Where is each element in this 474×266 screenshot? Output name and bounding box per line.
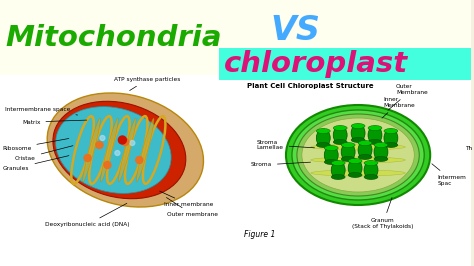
Ellipse shape xyxy=(324,146,338,164)
Ellipse shape xyxy=(137,118,154,182)
Ellipse shape xyxy=(348,159,362,164)
Ellipse shape xyxy=(82,118,100,182)
Ellipse shape xyxy=(333,126,347,144)
Ellipse shape xyxy=(374,143,388,161)
Text: Stroma: Stroma xyxy=(251,162,310,168)
Ellipse shape xyxy=(53,101,186,199)
Ellipse shape xyxy=(341,156,355,161)
Ellipse shape xyxy=(368,139,382,144)
Text: Cristae: Cristae xyxy=(15,146,73,160)
Ellipse shape xyxy=(341,143,355,148)
Text: Granum
(Stack of Thylakoids): Granum (Stack of Thylakoids) xyxy=(352,198,414,229)
FancyBboxPatch shape xyxy=(219,48,472,80)
Ellipse shape xyxy=(286,105,430,205)
Ellipse shape xyxy=(331,160,345,165)
Ellipse shape xyxy=(311,144,405,150)
Circle shape xyxy=(104,161,111,168)
Ellipse shape xyxy=(348,172,362,177)
Circle shape xyxy=(100,135,105,140)
Ellipse shape xyxy=(384,143,398,148)
Ellipse shape xyxy=(316,143,330,148)
Text: Stroma
Lamellae: Stroma Lamellae xyxy=(256,140,315,150)
Ellipse shape xyxy=(333,139,347,144)
Circle shape xyxy=(130,140,135,146)
Text: Intermem
Spac: Intermem Spac xyxy=(432,164,466,186)
Text: Mitochondria: Mitochondria xyxy=(5,24,221,52)
Ellipse shape xyxy=(316,128,330,134)
Text: Ribosome: Ribosome xyxy=(2,139,69,151)
Ellipse shape xyxy=(374,143,388,148)
Ellipse shape xyxy=(316,129,330,147)
Ellipse shape xyxy=(55,107,171,193)
Text: Inner
Membrane: Inner Membrane xyxy=(382,97,415,118)
Ellipse shape xyxy=(374,156,388,161)
Ellipse shape xyxy=(341,143,355,161)
Text: Deoxyribonucleic acid (DNA): Deoxyribonucleic acid (DNA) xyxy=(45,203,130,227)
FancyBboxPatch shape xyxy=(0,0,472,75)
FancyBboxPatch shape xyxy=(0,75,472,266)
Text: Th: Th xyxy=(465,146,473,151)
Ellipse shape xyxy=(292,110,424,200)
Ellipse shape xyxy=(364,160,378,165)
Ellipse shape xyxy=(47,93,203,207)
Circle shape xyxy=(122,139,129,146)
Circle shape xyxy=(115,151,120,156)
Text: Matrix: Matrix xyxy=(22,119,87,124)
Ellipse shape xyxy=(324,146,338,151)
Circle shape xyxy=(136,156,143,164)
Ellipse shape xyxy=(368,126,382,144)
Text: Plant Cell Chloroplast Structure: Plant Cell Chloroplast Structure xyxy=(246,83,374,89)
Ellipse shape xyxy=(331,161,345,179)
Text: Inner membrane: Inner membrane xyxy=(160,191,213,207)
Ellipse shape xyxy=(358,141,372,159)
Ellipse shape xyxy=(302,118,414,192)
Ellipse shape xyxy=(358,140,372,146)
Text: Intermembrane space: Intermembrane space xyxy=(5,107,78,115)
Ellipse shape xyxy=(333,126,347,131)
Ellipse shape xyxy=(324,160,338,164)
Text: ATP synthase particles: ATP synthase particles xyxy=(114,77,181,90)
Circle shape xyxy=(84,155,91,161)
Ellipse shape xyxy=(364,161,378,179)
Ellipse shape xyxy=(348,159,362,177)
Ellipse shape xyxy=(100,118,118,182)
Ellipse shape xyxy=(384,128,398,134)
Text: chloroplast: chloroplast xyxy=(224,50,408,78)
Ellipse shape xyxy=(351,124,365,142)
Circle shape xyxy=(118,136,127,144)
Ellipse shape xyxy=(351,123,365,128)
Ellipse shape xyxy=(311,170,405,176)
Text: Figure 1: Figure 1 xyxy=(244,230,275,239)
Text: VS: VS xyxy=(271,14,320,47)
Ellipse shape xyxy=(311,157,405,163)
Ellipse shape xyxy=(364,174,378,180)
Text: Outer membrane: Outer membrane xyxy=(166,198,218,217)
Ellipse shape xyxy=(384,129,398,147)
Circle shape xyxy=(96,142,103,148)
Text: Outer
Membrane: Outer Membrane xyxy=(388,84,428,110)
Ellipse shape xyxy=(358,155,372,160)
Ellipse shape xyxy=(331,174,345,180)
Ellipse shape xyxy=(118,118,136,182)
Text: Granules: Granules xyxy=(3,156,69,171)
Ellipse shape xyxy=(351,138,365,143)
Ellipse shape xyxy=(297,114,419,196)
Ellipse shape xyxy=(368,126,382,131)
